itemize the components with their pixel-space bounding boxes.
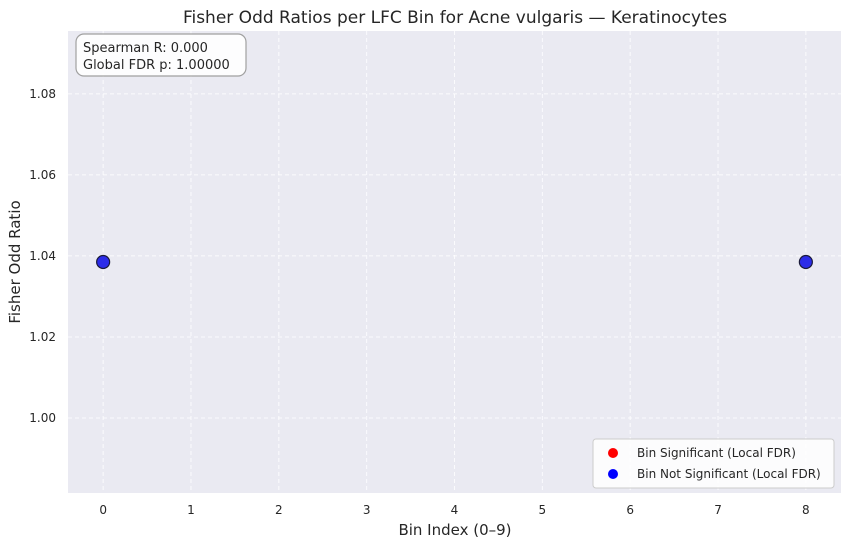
stats-annotation: Spearman R: 0.000 Global FDR p: 1.00000 [75, 33, 247, 77]
y-tick-label: 1.00 [29, 411, 56, 425]
x-tick-labels: 0 1 2 3 4 5 6 7 8 [99, 503, 809, 517]
x-tick-label: 4 [451, 503, 459, 517]
x-tick-label: 2 [275, 503, 283, 517]
data-point [798, 254, 813, 270]
y-tick-labels: 1.00 1.02 1.04 1.06 1.08 [29, 87, 56, 425]
stats-line-spearman: Spearman R: 0.000 [83, 41, 208, 56]
y-tick-label: 1.06 [29, 168, 56, 182]
x-tick-label: 5 [539, 503, 547, 517]
legend-marker-not-significant [608, 469, 618, 479]
legend-label-significant: Bin Significant (Local FDR) [637, 446, 796, 460]
x-tick-label: 0 [99, 503, 107, 517]
y-tick-label: 1.04 [29, 249, 56, 263]
stats-box [75, 33, 247, 77]
legend-label-not-significant: Bin Not Significant (Local FDR) [637, 467, 821, 481]
x-tick-label: 6 [626, 503, 634, 517]
legend-marker-significant [608, 448, 618, 458]
legend: Bin Significant (Local FDR) Bin Not Sign… [592, 438, 835, 489]
stats-line-fdr: Global FDR p: 1.00000 [83, 58, 230, 73]
y-axis-label: Fisher Odd Ratio [6, 200, 24, 323]
data-point [96, 254, 111, 270]
data-points [96, 254, 813, 270]
chart-title: Fisher Odd Ratios per LFC Bin for Acne v… [183, 8, 727, 28]
x-tick-label: 7 [714, 503, 722, 517]
x-tick-label: 3 [363, 503, 371, 517]
y-tick-label: 1.08 [29, 87, 56, 101]
grid-lines [68, 31, 841, 493]
x-tick-label: 1 [187, 503, 195, 517]
x-tick-label: 8 [802, 503, 810, 517]
x-axis-label: Bin Index (0–9) [398, 521, 511, 539]
y-tick-label: 1.02 [29, 330, 56, 344]
legend-box [592, 438, 835, 489]
